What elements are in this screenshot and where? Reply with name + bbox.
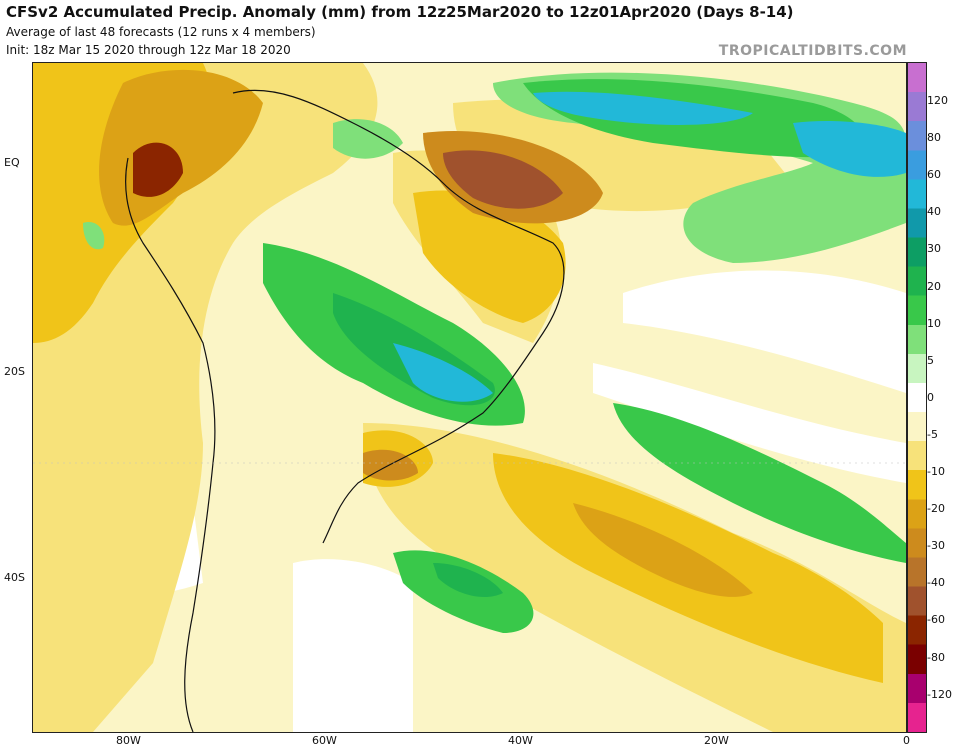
colorbar-tick-label: -60 (927, 613, 945, 627)
colorbar-tick-label: 80 (927, 131, 941, 145)
map-subtitle-ensemble: Average of last 48 forecasts (12 runs x … (6, 25, 316, 39)
coastline-pacific (125, 157, 216, 732)
wet-streak-south-atlantic (613, 403, 906, 563)
wet-peak-itcz-east (793, 121, 906, 177)
wet-patch-pacific (83, 222, 105, 250)
white-patch-south-atlantic (293, 559, 413, 732)
lon-label-40w: 40W (508, 734, 533, 747)
map-canvas (33, 63, 906, 732)
map-subtitle-init: Init: 18z Mar 15 2020 through 12z Mar 18… (6, 43, 291, 57)
colorbar (907, 62, 927, 733)
coastline-atlantic (232, 89, 565, 544)
map-title: CFSv2 Accumulated Precip. Anomaly (mm) f… (6, 3, 794, 21)
dry-anomaly-ecuador (133, 142, 183, 197)
lon-label-20w: 20W (704, 734, 729, 747)
colorbar-tick-label: 40 (927, 205, 941, 219)
dry-anomaly-amazon-core (443, 150, 563, 209)
colorbar-tick-label: -10 (927, 465, 945, 478)
lon-label-60w: 60W (312, 734, 337, 747)
colorbar-tick-label: 10 (927, 316, 941, 330)
dry-core-ne-brazil (413, 190, 566, 323)
colorbar-tick-label: -5 (927, 427, 938, 441)
lon-label-0: 0 (903, 734, 910, 747)
colorbar-tick-label: 5 (927, 353, 934, 367)
lat-label-40s: 40S (4, 571, 25, 584)
colorbar-tick-label: 60 (927, 168, 941, 182)
colorbar-tick-label: -20 (927, 502, 945, 516)
colorbar-tick-label: 120 (927, 94, 948, 107)
colorbar-tick-label: 30 (927, 242, 941, 256)
colorbar-tick-label: -80 (927, 650, 945, 664)
lat-label-20s: 20S (4, 365, 25, 378)
colorbar-tick-label: -40 (927, 576, 945, 590)
dry-streak-south-atlantic (573, 503, 753, 597)
wet-patch-guiana (333, 119, 403, 159)
white-band-east (623, 270, 906, 393)
white-band-south (593, 363, 906, 483)
colorbar-tick-label: -30 (927, 539, 945, 553)
colorbar-tick-label: 0 (927, 390, 934, 404)
lat-label-eq: EQ (4, 156, 20, 169)
colorbar-tick-label: 20 (927, 279, 941, 293)
colorbar-tick-label: -120 (927, 687, 952, 701)
lon-label-80w: 80W (116, 734, 141, 747)
credit-watermark: TROPICALTIDBITS.COM (718, 43, 907, 59)
wet-peak-itcz-west (533, 91, 753, 125)
precip-anomaly-map (32, 62, 907, 733)
wet-peak-sao-paulo (393, 343, 493, 402)
wet-core-southwest-atlantic (433, 563, 503, 598)
